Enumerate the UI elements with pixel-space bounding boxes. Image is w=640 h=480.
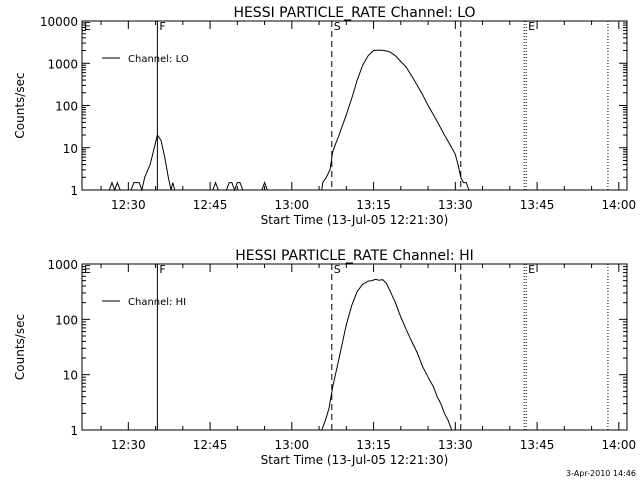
- chart-1-x-tick-label: 13:30: [438, 198, 473, 212]
- chart-1-marker-label: S: [334, 20, 341, 33]
- chart-1-y-tick-label: 1000: [47, 57, 78, 71]
- chart-1-frame: [81, 20, 628, 191]
- chart-1-x-axis-label: Start Time (13-Jul-05 12:21:30): [261, 213, 449, 227]
- chart-1-y-tick-label: 10: [63, 142, 78, 156]
- chart-2-y-tick-label: 1000: [47, 258, 78, 272]
- chart-1-marker-label: E: [528, 20, 535, 33]
- chart-2-x-axis-label: Start Time (13-Jul-05 12:21:30): [261, 453, 449, 467]
- chart-2-marker-label: E: [528, 263, 535, 276]
- chart-1-x-tick-label: 12:45: [193, 198, 228, 212]
- chart-1-x-tick-label: 12:30: [111, 198, 146, 212]
- chart-2-series-line: [321, 278, 453, 431]
- chart-2-marker-label: F: [159, 263, 165, 276]
- panel-lo: HESSI PARTICLE_RATE Channel: LO Start Tim…: [13, 5, 636, 227]
- chart-2-x-tick-label: 12:45: [193, 438, 228, 452]
- chart-1-title: HESSI PARTICLE_RATE Channel: LO: [233, 5, 475, 21]
- chart-2-x-tick-label: 12:30: [111, 438, 146, 452]
- chart-2-frame: [81, 263, 628, 431]
- chart-2-y-tick-label: 1: [70, 424, 78, 438]
- chart-2-marker-label: E: [84, 263, 91, 276]
- chart-2-y-axis-label: Counts/sec: [13, 314, 27, 380]
- chart-1-series-line: [82, 49, 470, 192]
- chart-1-y-tick-label: 10000: [40, 15, 78, 29]
- chart-1-y-tick-label: 100: [55, 100, 78, 114]
- chart-2-y-tick-label: 10: [63, 369, 78, 383]
- chart-2-y-tick-label: 100: [55, 313, 78, 327]
- chart-2-marker-label: S: [334, 263, 341, 276]
- chart-2-x-tick-label: 13:30: [438, 438, 473, 452]
- chart-2-title: HESSI PARTICLE_RATE Channel: HI: [235, 248, 473, 264]
- chart-1-legend-entry: Channel: LO: [128, 54, 189, 65]
- chart-2-x-tick-label: 13:45: [520, 438, 555, 452]
- chart-1-marker-label: F: [159, 20, 165, 33]
- chart-2-legend-entry: Channel: HI: [128, 297, 186, 308]
- chart-1-y-tick-label: 1: [70, 184, 78, 198]
- panel-hi: HESSI PARTICLE_RATE Channel: HI Start Tim…: [13, 248, 636, 467]
- chart-2-x-tick-label: 13:15: [356, 438, 391, 452]
- chart-2-x-tick-label: 13:00: [275, 438, 310, 452]
- chart-1-x-tick-label: 13:00: [275, 198, 310, 212]
- chart-1-x-tick-label: 13:45: [520, 198, 555, 212]
- footer-timestamp: 3-Apr-2010 14:46: [566, 469, 636, 478]
- chart-1-marker-label: E: [84, 20, 91, 33]
- chart-1-x-tick-label: 14:00: [602, 198, 637, 212]
- chart-2-x-tick-label: 14:00: [602, 438, 637, 452]
- chart-1-x-tick-label: 13:15: [356, 198, 391, 212]
- chart-1-y-axis-label: Counts/sec: [13, 72, 27, 138]
